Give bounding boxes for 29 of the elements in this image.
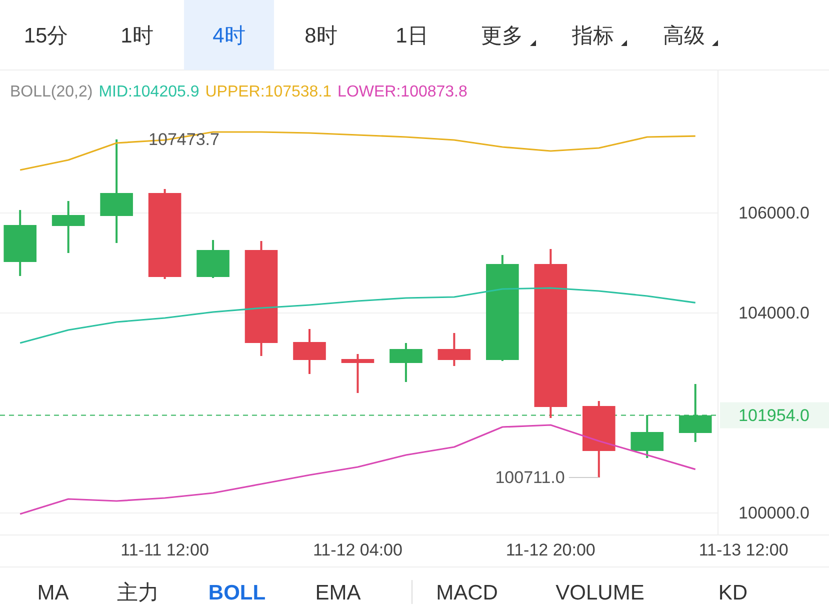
text: LOWER:100873.8 [338, 84, 468, 100]
text: MA [37, 582, 69, 604]
text: 1时 [120, 24, 154, 48]
text: MACD [436, 582, 498, 604]
x-tick-label: 11-12 20:00 [506, 540, 596, 560]
ref-line-label: 101954.0 [738, 406, 810, 425]
text: 指标 [571, 24, 614, 48]
text: VOLUME [556, 582, 644, 604]
y-tick-label: 100000.0 [738, 504, 810, 522]
text: BOLL [208, 582, 266, 604]
text: 1日 [396, 24, 428, 48]
text: 高级 [663, 24, 705, 48]
text: 主力 [117, 582, 159, 604]
text: BOLL(20,2) [10, 84, 93, 100]
x-tick-label: 11-13 12:00 [698, 540, 788, 560]
text: KD [718, 582, 748, 604]
candlestick [341, 353, 374, 394]
y-tick-label: 106000.0 [738, 204, 810, 222]
text: 更多 [481, 24, 523, 48]
y-tick-label: 104000.0 [738, 304, 810, 322]
text: MID:104205.9 [98, 84, 200, 100]
text: UPPER:107538.1 [205, 84, 332, 100]
x-tick-label: 11-12 04:00 [312, 540, 402, 560]
text: 4时 [212, 24, 246, 48]
text: 8时 [304, 24, 338, 48]
x-tick-label: 11-11 12:00 [120, 540, 209, 560]
annotation: 100711.0 [495, 468, 565, 487]
text: EMA [315, 582, 361, 604]
text: 15分 [24, 24, 68, 48]
